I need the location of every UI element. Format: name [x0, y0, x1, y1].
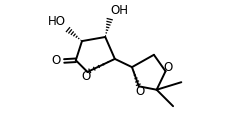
- Text: O: O: [135, 85, 144, 98]
- Text: OH: OH: [110, 4, 128, 17]
- Text: HO: HO: [48, 15, 66, 28]
- Text: O: O: [81, 70, 90, 83]
- Text: O: O: [162, 61, 172, 74]
- Text: O: O: [51, 55, 60, 67]
